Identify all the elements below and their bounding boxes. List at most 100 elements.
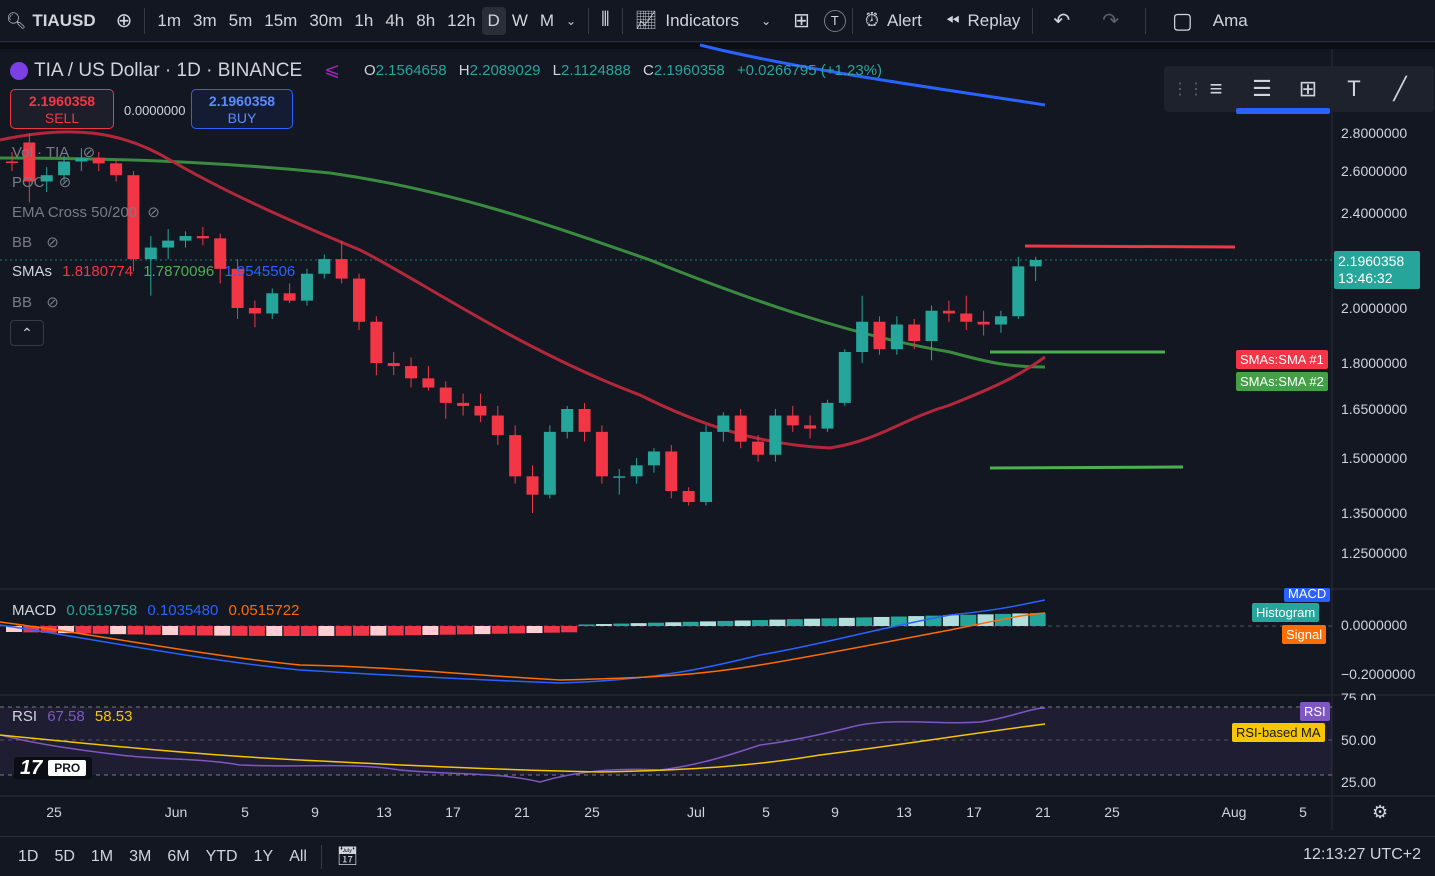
macd-histogram-bar (925, 615, 942, 626)
date-tick: 25 (1104, 804, 1120, 820)
range-1y[interactable]: 1Y (253, 847, 274, 865)
undo-icon[interactable]: ↶ (1053, 10, 1071, 32)
sell-button[interactable]: 2.1960358 SELL (10, 89, 114, 129)
clock[interactable]: 12:13:27 UTC+2 (1303, 846, 1421, 863)
candle-body (838, 352, 851, 403)
macd-legend[interactable]: MACD 0.0519758 0.1035480 0.0515722 (12, 602, 300, 619)
interval-d[interactable]: D (481, 6, 506, 35)
drag-handle-icon[interactable]: ⋮⋮ (1172, 81, 1204, 98)
macd-histogram-bar (647, 622, 664, 626)
candles-group (6, 133, 1042, 513)
bottom-toolbar: 1D 5D 1M 3M 6M YTD 1Y All 📅︎ (0, 836, 1435, 876)
account-button[interactable]: Ama (1212, 10, 1248, 30)
macd-histogram-bar (370, 626, 387, 636)
buy-button[interactable]: 2.1960358 BUY (191, 89, 293, 129)
interval-8h[interactable]: 8h (416, 10, 436, 30)
interval-5m[interactable]: 5m (228, 10, 253, 30)
range-all[interactable]: All (289, 847, 307, 865)
text-icon[interactable]: T (1347, 76, 1361, 101)
indicator-smas[interactable]: SMAs 1.8180774 1.7870096 1.9545506 (12, 263, 296, 280)
indicator-bb[interactable]: BB ⊘ (12, 234, 59, 251)
range-ytd[interactable]: YTD (205, 847, 238, 865)
range-1d[interactable]: 1D (18, 847, 39, 865)
replay-label: Replay (967, 10, 1021, 30)
range-6m[interactable]: 6M (167, 847, 190, 865)
rsi-ma-line (0, 723, 1046, 773)
chart-area[interactable] (0, 43, 1435, 830)
indicator-poc[interactable]: POC ⊘ (12, 174, 72, 191)
rsi-tag: RSI (1300, 702, 1330, 721)
layout-grid-icon[interactable]: ⊞ (793, 10, 810, 32)
share-icon[interactable]: ⩽ (324, 60, 341, 81)
rsi-legend[interactable]: RSI 67.58 58.53 (12, 708, 133, 725)
add-symbol-button[interactable]: ⊕ (115, 10, 133, 32)
date-tick: 17 (966, 804, 982, 820)
settings-icon[interactable]: ⚙ (1372, 802, 1389, 822)
macd-axis-tick: −0.2000000 (1341, 666, 1416, 682)
interval-m[interactable]: M (539, 10, 555, 30)
macd-histogram-bar (821, 618, 838, 626)
candle-body (214, 238, 227, 269)
macd-histogram-bar (248, 626, 265, 636)
range-3m[interactable]: 3M (129, 847, 152, 865)
fullscreen-icon[interactable]: ▢ (1171, 7, 1193, 33)
templates-icon[interactable]: T (823, 9, 846, 32)
eye-off-icon[interactable]: ⊘ (58, 174, 72, 191)
candle-body (335, 259, 348, 279)
candles-icon[interactable]: ⫴ (601, 9, 610, 31)
support-line-lower (989, 465, 1184, 470)
collapse-legend-button[interactable]: ⌃ (10, 320, 44, 346)
chevron-down-icon[interactable]: ⌄ (761, 13, 772, 28)
macd-histogram-bar (283, 626, 300, 636)
indicator-vol[interactable]: Vol · TIA ⊘ (12, 144, 96, 161)
ohlc-values: O2.1564658 H2.2089029 L2.1124888 C2.1960… (364, 62, 883, 79)
range-1m[interactable]: 1M (90, 847, 114, 865)
candle-body (1012, 266, 1025, 317)
interval-12h[interactable]: 12h (447, 10, 476, 30)
interval-w[interactable]: W (511, 10, 528, 30)
candle-body (994, 316, 1007, 325)
calendar-icon[interactable]: 📅︎ (335, 846, 359, 866)
eye-off-icon[interactable]: ⊘ (147, 204, 160, 221)
candle-body (422, 378, 435, 388)
macd-histogram-bar (595, 624, 612, 626)
date-tick: 17 (445, 804, 461, 820)
price-tick: 1.6500000 (1341, 401, 1408, 417)
fib-tools-icon[interactable]: ☰ (1252, 76, 1272, 101)
indicators-label: Indicators (665, 10, 740, 30)
symbol-search[interactable]: 🔍︎ TIAUSD (0, 11, 102, 31)
measure-icon[interactable]: ⊞ (1298, 76, 1318, 101)
rewind-icon: ⏪︎ (945, 10, 960, 30)
interval-30m[interactable]: 30m (309, 10, 343, 30)
replay-button[interactable]: ⏪︎ Replay (940, 11, 1027, 31)
range-5d[interactable]: 5D (54, 847, 75, 865)
chevron-down-icon[interactable]: ⌄ (566, 13, 577, 28)
trend-lines-icon[interactable]: ≡ (1209, 76, 1223, 101)
interval-3m[interactable]: 3m (192, 10, 217, 30)
interval-4h[interactable]: 4h (385, 10, 405, 30)
eye-off-icon[interactable]: ⊘ (46, 294, 59, 311)
indicators-icon: 📈︎ (634, 10, 658, 30)
macd-histogram-bar (873, 616, 890, 626)
price-tick: 1.2500000 (1341, 545, 1408, 561)
eye-off-icon[interactable]: ⊘ (82, 144, 96, 161)
symbol-description: TIA / US Dollar · 1D · BINANCE (34, 59, 303, 81)
indicator-ema-cross[interactable]: EMA Cross 50/200 ⊘ (12, 204, 160, 221)
interval-1h[interactable]: 1h (354, 10, 374, 30)
sma-blue-tag (1236, 108, 1330, 114)
interval-15m[interactable]: 15m (264, 10, 298, 30)
tradingview-logo[interactable]: 17 PRO (14, 757, 93, 779)
price-tick: 1.5000000 (1341, 450, 1408, 466)
candle-body (942, 310, 955, 314)
indicators-button[interactable]: 📈︎ Indicators (629, 10, 746, 31)
redo-icon[interactable]: ↷ (1102, 10, 1119, 32)
candle-body (231, 268, 244, 308)
brush-icon[interactable]: ╱ (1393, 76, 1407, 101)
interval-1m[interactable]: 1m (157, 10, 181, 30)
legend-title[interactable]: TIA / US Dollar · 1D · BINANCE ⩽ (10, 59, 340, 82)
eye-off-icon[interactable]: ⊘ (46, 234, 59, 251)
alert-button[interactable]: ⏰︎ Alert (859, 10, 928, 31)
candle-body (509, 435, 522, 477)
indicator-bb-2[interactable]: BB ⊘ (12, 294, 59, 311)
